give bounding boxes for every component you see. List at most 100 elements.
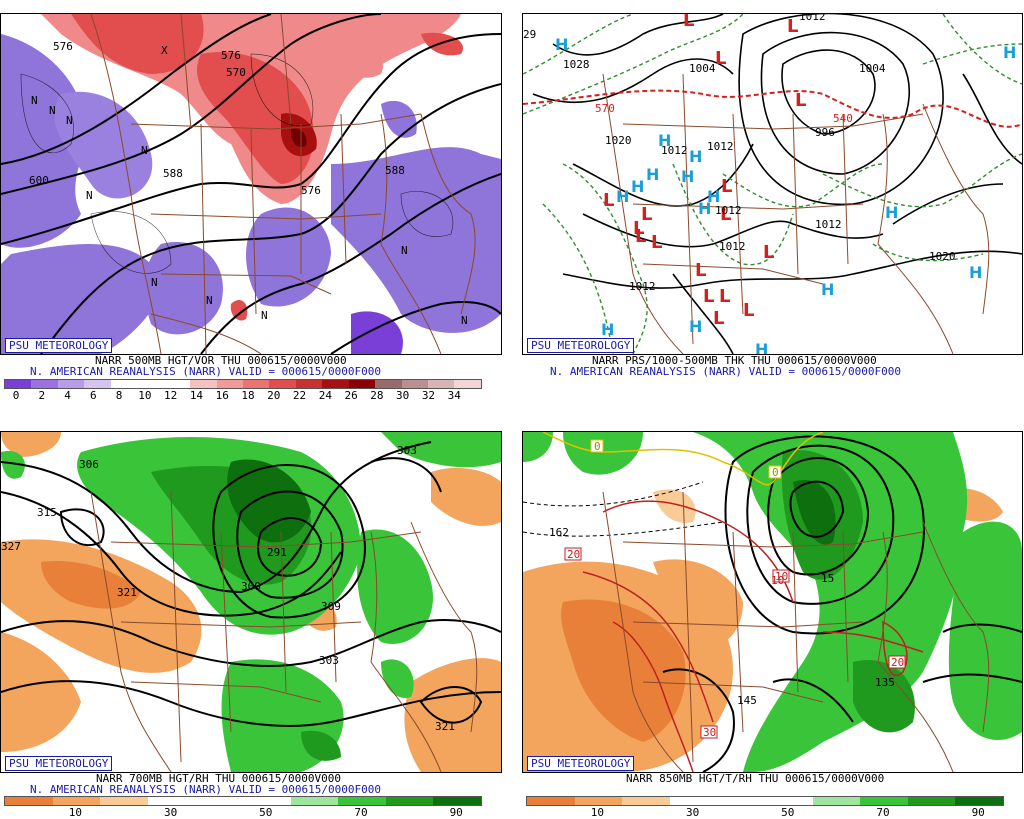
svg-text:H: H bbox=[698, 199, 711, 218]
colorbar-swatch bbox=[52, 797, 101, 805]
contour-label: 996 bbox=[815, 126, 835, 139]
colorbar-swatch bbox=[31, 380, 58, 388]
contour-label: 588 bbox=[385, 164, 405, 177]
colorbar-swatch bbox=[5, 380, 32, 388]
panel-700mb-rh: 306 315 327 321 291 300 303 309 321 303 … bbox=[0, 418, 510, 819]
colorbar-tick-label: 24 bbox=[318, 389, 332, 402]
svg-text:L: L bbox=[763, 242, 774, 263]
contour-label: 570 bbox=[226, 66, 246, 79]
colorbar-swatch bbox=[322, 380, 349, 388]
svg-text:H: H bbox=[755, 340, 768, 354]
svg-text:L: L bbox=[683, 14, 694, 31]
svg-text:L: L bbox=[703, 286, 714, 307]
colorbar-swatch bbox=[433, 797, 481, 805]
colorbar-swatch bbox=[147, 797, 196, 805]
colorbar-swatch bbox=[216, 380, 243, 388]
panel-850mb-rh: 162 20 10 30 20 10 bbox=[522, 418, 1024, 819]
colorbar-tick-label: 30 bbox=[163, 806, 178, 819]
contour-label: N bbox=[141, 144, 148, 157]
colorbar-swatch bbox=[57, 380, 85, 388]
svg-text:H: H bbox=[707, 187, 720, 206]
map-500mb-graphic: 576 600 588 576 570 576 588 N N N N N N … bbox=[1, 14, 501, 354]
colorbar-swatch bbox=[338, 797, 386, 805]
colorbar-tick-label: 70 bbox=[876, 806, 890, 819]
contour-label: 1012 bbox=[629, 280, 656, 293]
contour-label: 327 bbox=[1, 540, 21, 553]
header-line-2: N. AMERICAN REANALYSIS (NARR) VALID = 00… bbox=[30, 783, 381, 796]
colorbar-swatch bbox=[5, 797, 53, 805]
temp-label: 0 bbox=[772, 466, 779, 479]
map-700mb: 306 315 327 321 291 300 303 309 321 303 … bbox=[0, 431, 502, 773]
colorbar-tick-label: 30 bbox=[685, 806, 700, 819]
contour-label: 1012 bbox=[707, 140, 734, 153]
contour-label: 570 bbox=[595, 102, 615, 115]
contour-label: N bbox=[151, 276, 158, 289]
colorbar-tick-label: 70 bbox=[354, 806, 368, 819]
contour-label: N bbox=[401, 244, 408, 257]
svg-text:H: H bbox=[1003, 43, 1016, 62]
colorbar-tick-label: 26 bbox=[344, 389, 358, 402]
colorbar-swatch bbox=[110, 380, 138, 388]
colorbar-swatch bbox=[907, 797, 956, 805]
temp-label: 0 bbox=[594, 440, 601, 453]
colorbar-tick-label: 16 bbox=[215, 389, 229, 402]
contour-label: 1012 bbox=[715, 204, 742, 217]
contour-label: X bbox=[161, 44, 168, 57]
colorbar-tick-label: 6 bbox=[90, 389, 97, 402]
colorbar-ticks-rh-850: 10 30 50 70 90 bbox=[526, 806, 1002, 819]
colorbar-swatch bbox=[100, 797, 148, 805]
svg-text:H: H bbox=[681, 167, 694, 186]
contour-label: 576 bbox=[301, 184, 321, 197]
colorbar-swatch bbox=[717, 797, 765, 805]
colorbar-swatch bbox=[375, 380, 402, 388]
svg-text:H: H bbox=[658, 131, 671, 150]
colorbar-swatch bbox=[137, 380, 164, 388]
contour-label: 576 bbox=[53, 40, 73, 53]
svg-text:H: H bbox=[555, 35, 568, 54]
header-line-1: NARR 700MB HGT/RH THU 000615/0000V000 bbox=[96, 772, 342, 785]
colorbar-tick-label: 90 bbox=[449, 806, 463, 819]
svg-text:H: H bbox=[885, 203, 898, 222]
contour-label: 1012 bbox=[815, 218, 842, 231]
map-850mb-graphic: 162 20 10 30 20 10 bbox=[523, 432, 1022, 772]
contour-label: 15 bbox=[821, 572, 834, 585]
contour-label: 300 bbox=[241, 580, 261, 593]
contour-label: 321 bbox=[435, 720, 455, 733]
colorbar-swatch bbox=[527, 797, 575, 805]
contour-label: N bbox=[66, 114, 73, 127]
svg-text:L: L bbox=[695, 260, 706, 281]
colorbar-swatch bbox=[428, 380, 455, 388]
panel-500mb-vorticity: 576 600 588 576 570 576 588 N N N N N N … bbox=[0, 0, 510, 405]
psu-meteorology-logo: PSU METEOROLOGY bbox=[527, 756, 635, 771]
colorbar-tick-label: 50 bbox=[781, 806, 795, 819]
temp-label: 10 bbox=[771, 574, 784, 587]
contour-label: 1004 bbox=[689, 62, 716, 75]
contour-label: 321 bbox=[117, 586, 137, 599]
contour-label: N bbox=[86, 189, 93, 202]
contour-label: 306 bbox=[79, 458, 99, 471]
colorbar-swatch bbox=[269, 380, 296, 388]
colorbar-swatch bbox=[401, 380, 428, 388]
colorbar-tick-label: 32 bbox=[421, 389, 436, 402]
contour-label: 540 bbox=[833, 112, 853, 125]
colorbar-tick-label: 22 bbox=[292, 389, 307, 402]
colorbar-tick-label: 90 bbox=[971, 806, 985, 819]
svg-text:L: L bbox=[715, 48, 726, 69]
colorbar-swatch bbox=[84, 380, 111, 388]
svg-text:L: L bbox=[720, 204, 731, 225]
svg-text:L: L bbox=[641, 204, 652, 225]
svg-text:L: L bbox=[603, 190, 614, 211]
contour-label: 1012 bbox=[661, 144, 688, 157]
temp-label: 10 bbox=[775, 570, 788, 583]
colorbar-swatch bbox=[163, 380, 191, 388]
contour-label: 303 bbox=[319, 654, 339, 667]
colorbar-swatch bbox=[764, 797, 813, 805]
colorbar-rh-700 bbox=[4, 796, 482, 806]
colorbar-swatch bbox=[195, 797, 243, 805]
svg-text:H: H bbox=[689, 317, 702, 336]
map-500mb: 576 600 588 576 570 576 588 N N N N N N … bbox=[0, 13, 502, 355]
header-line-1: NARR 500MB HGT/VOR THU 000615/0000V000 bbox=[95, 354, 347, 367]
colorbar-tick-label: 50 bbox=[259, 806, 273, 819]
